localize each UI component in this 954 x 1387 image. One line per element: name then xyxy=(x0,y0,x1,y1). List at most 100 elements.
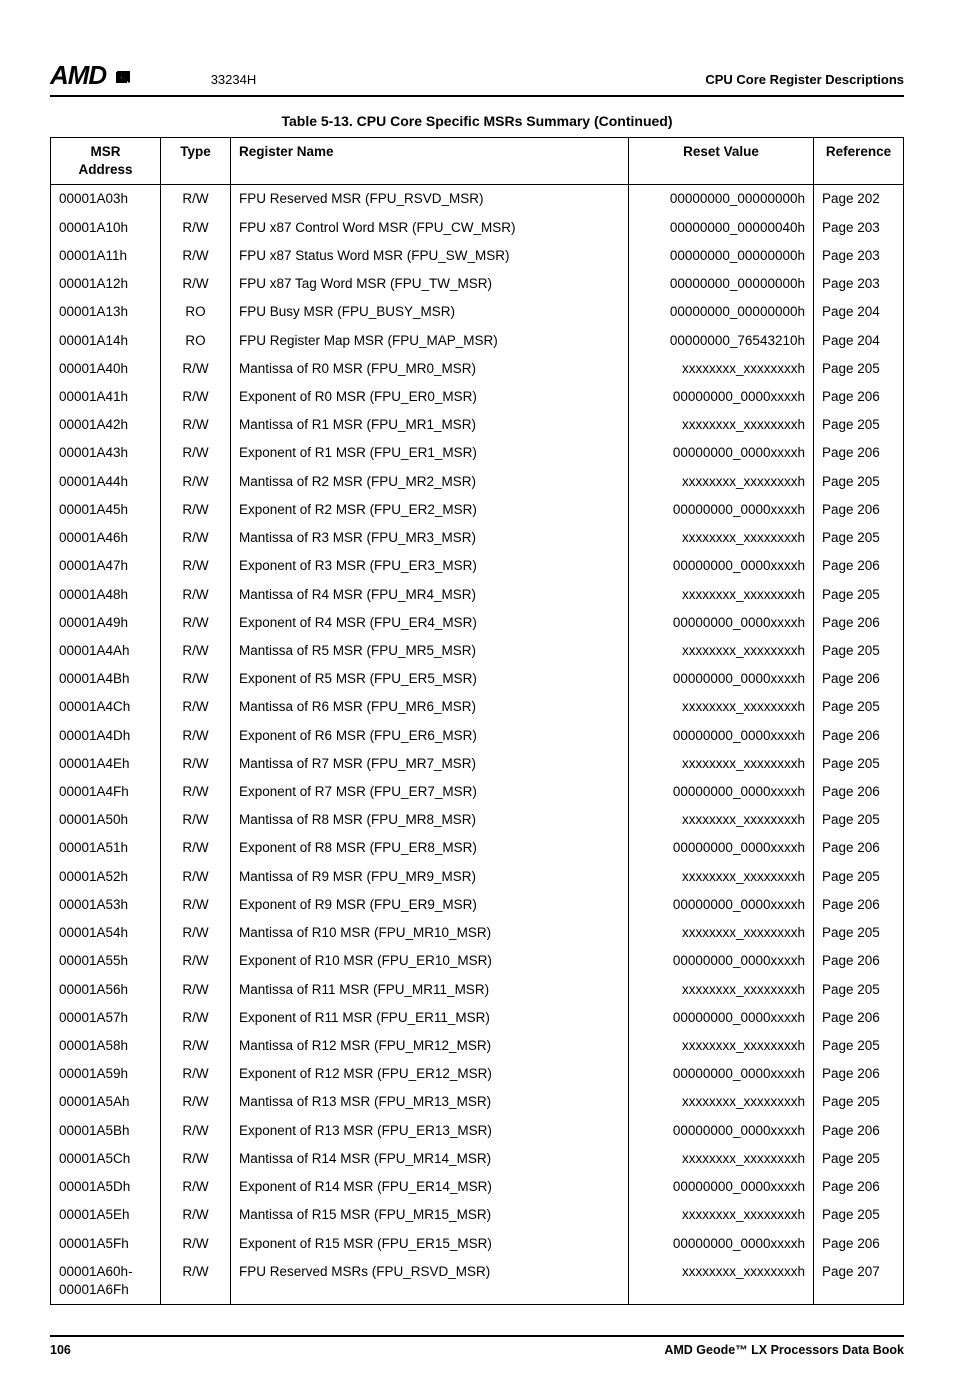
cell-register-name: Mantissa of R14 MSR (FPU_MR14_MSR) xyxy=(231,1145,629,1173)
cell-address: 00001A49h xyxy=(51,609,161,637)
cell-register-name: FPU Register Map MSR (FPU_MAP_MSR) xyxy=(231,327,629,355)
cell-register-name: FPU Reserved MSRs (FPU_RSVD_MSR) xyxy=(231,1258,629,1305)
cell-type: R/W xyxy=(161,185,231,214)
cell-address: 00001A14h xyxy=(51,327,161,355)
cell-type: R/W xyxy=(161,1004,231,1032)
table-row: 00001A53hR/WExponent of R9 MSR (FPU_ER9_… xyxy=(51,891,904,919)
table-row: 00001A4DhR/WExponent of R6 MSR (FPU_ER6_… xyxy=(51,722,904,750)
cell-reset-value: 00000000_0000xxxxh xyxy=(629,383,814,411)
table-row: 00001A46hR/WMantissa of R3 MSR (FPU_MR3_… xyxy=(51,524,904,552)
cell-address: 00001A57h xyxy=(51,1004,161,1032)
cell-register-name: Mantissa of R4 MSR (FPU_MR4_MSR) xyxy=(231,581,629,609)
cell-type: R/W xyxy=(161,214,231,242)
cell-address: 00001A4Eh xyxy=(51,750,161,778)
cell-register-name: Mantissa of R2 MSR (FPU_MR2_MSR) xyxy=(231,468,629,496)
cell-type: R/W xyxy=(161,552,231,580)
table-row: 00001A40hR/WMantissa of R0 MSR (FPU_MR0_… xyxy=(51,355,904,383)
cell-register-name: FPU Busy MSR (FPU_BUSY_MSR) xyxy=(231,298,629,326)
cell-register-name: Exponent of R2 MSR (FPU_ER2_MSR) xyxy=(231,496,629,524)
cell-reset-value: 00000000_0000xxxxh xyxy=(629,665,814,693)
cell-type: R/W xyxy=(161,750,231,778)
cell-address: 00001A54h xyxy=(51,919,161,947)
table-row: 00001A54hR/WMantissa of R10 MSR (FPU_MR1… xyxy=(51,919,904,947)
table-row: 00001A55hR/WExponent of R10 MSR (FPU_ER1… xyxy=(51,947,904,975)
cell-reset-value: 00000000_00000000h xyxy=(629,298,814,326)
table-row: 00001A4EhR/WMantissa of R7 MSR (FPU_MR7_… xyxy=(51,750,904,778)
cell-address: 00001A56h xyxy=(51,976,161,1004)
table-row: 00001A50hR/WMantissa of R8 MSR (FPU_MR8_… xyxy=(51,806,904,834)
cell-type: R/W xyxy=(161,1173,231,1201)
cell-reference: Page 205 xyxy=(814,637,904,665)
cell-reset-value: xxxxxxxx_xxxxxxxxh xyxy=(629,1088,814,1116)
cell-reference: Page 206 xyxy=(814,1173,904,1201)
table-row: 00001A4ChR/WMantissa of R6 MSR (FPU_MR6_… xyxy=(51,693,904,721)
cell-type: R/W xyxy=(161,1145,231,1173)
cell-address: 00001A40h xyxy=(51,355,161,383)
cell-type: R/W xyxy=(161,637,231,665)
cell-type: R/W xyxy=(161,863,231,891)
cell-reference: Page 206 xyxy=(814,778,904,806)
cell-reference: Page 205 xyxy=(814,468,904,496)
table-row: 00001A48hR/WMantissa of R4 MSR (FPU_MR4_… xyxy=(51,581,904,609)
cell-reference: Page 202 xyxy=(814,185,904,214)
cell-address: 00001A10h xyxy=(51,214,161,242)
cell-type: R/W xyxy=(161,1201,231,1229)
cell-address: 00001A44h xyxy=(51,468,161,496)
cell-type: R/W xyxy=(161,270,231,298)
cell-reference: Page 205 xyxy=(814,693,904,721)
cell-type: R/W xyxy=(161,1088,231,1116)
page-footer: 106 AMD Geode™ LX Processors Data Book xyxy=(50,1335,904,1357)
table-row: 00001A44hR/WMantissa of R2 MSR (FPU_MR2_… xyxy=(51,468,904,496)
cell-reset-value: xxxxxxxx_xxxxxxxxh xyxy=(629,637,814,665)
cell-address: 00001A5Fh xyxy=(51,1230,161,1258)
cell-type: R/W xyxy=(161,1060,231,1088)
cell-reset-value: 00000000_0000xxxxh xyxy=(629,1173,814,1201)
table-row: 00001A13hROFPU Busy MSR (FPU_BUSY_MSR)00… xyxy=(51,298,904,326)
cell-address: 00001A55h xyxy=(51,947,161,975)
cell-register-name: Mantissa of R15 MSR (FPU_MR15_MSR) xyxy=(231,1201,629,1229)
cell-register-name: Exponent of R4 MSR (FPU_ER4_MSR) xyxy=(231,609,629,637)
cell-register-name: FPU x87 Tag Word MSR (FPU_TW_MSR) xyxy=(231,270,629,298)
cell-register-name: Exponent of R11 MSR (FPU_ER11_MSR) xyxy=(231,1004,629,1032)
cell-reference: Page 205 xyxy=(814,806,904,834)
cell-reference: Page 203 xyxy=(814,214,904,242)
cell-reset-value: 00000000_0000xxxxh xyxy=(629,609,814,637)
cell-reset-value: 00000000_0000xxxxh xyxy=(629,947,814,975)
table-row: 00001A56hR/WMantissa of R11 MSR (FPU_MR1… xyxy=(51,976,904,1004)
col-header-address-l1: MSR xyxy=(91,144,121,159)
cell-reset-value: 00000000_0000xxxxh xyxy=(629,891,814,919)
table-row: 00001A5ChR/WMantissa of R14 MSR (FPU_MR1… xyxy=(51,1145,904,1173)
cell-reference: Page 206 xyxy=(814,1060,904,1088)
cell-type: R/W xyxy=(161,778,231,806)
cell-reset-value: 00000000_0000xxxxh xyxy=(629,1060,814,1088)
cell-type: R/W xyxy=(161,496,231,524)
cell-reset-value: 00000000_0000xxxxh xyxy=(629,834,814,862)
cell-reference: Page 204 xyxy=(814,327,904,355)
cell-address: 00001A5Ch xyxy=(51,1145,161,1173)
cell-reference: Page 206 xyxy=(814,383,904,411)
cell-reference: Page 205 xyxy=(814,750,904,778)
cell-reference: Page 205 xyxy=(814,863,904,891)
cell-type: R/W xyxy=(161,524,231,552)
cell-register-name: Exponent of R5 MSR (FPU_ER5_MSR) xyxy=(231,665,629,693)
table-row: 00001A5DhR/WExponent of R14 MSR (FPU_ER1… xyxy=(51,1173,904,1201)
cell-address: 00001A5Eh xyxy=(51,1201,161,1229)
cell-reference: Page 203 xyxy=(814,270,904,298)
cell-register-name: Mantissa of R6 MSR (FPU_MR6_MSR) xyxy=(231,693,629,721)
cell-reference: Page 205 xyxy=(814,524,904,552)
page-number: 106 xyxy=(50,1343,71,1357)
cell-type: R/W xyxy=(161,806,231,834)
cell-reset-value: xxxxxxxx_xxxxxxxxh xyxy=(629,1145,814,1173)
cell-address: 00001A59h xyxy=(51,1060,161,1088)
cell-register-name: Exponent of R6 MSR (FPU_ER6_MSR) xyxy=(231,722,629,750)
cell-address: 00001A03h xyxy=(51,185,161,214)
cell-reference: Page 206 xyxy=(814,891,904,919)
cell-register-name: Mantissa of R12 MSR (FPU_MR12_MSR) xyxy=(231,1032,629,1060)
cell-reset-value: xxxxxxxx_xxxxxxxxh xyxy=(629,468,814,496)
cell-type: R/W xyxy=(161,581,231,609)
logo-arrow-icon xyxy=(106,60,140,90)
table-caption: Table 5-13. CPU Core Specific MSRs Summa… xyxy=(50,113,904,129)
cell-address: 00001A41h xyxy=(51,383,161,411)
cell-type: R/W xyxy=(161,665,231,693)
cell-register-name: Exponent of R0 MSR (FPU_ER0_MSR) xyxy=(231,383,629,411)
